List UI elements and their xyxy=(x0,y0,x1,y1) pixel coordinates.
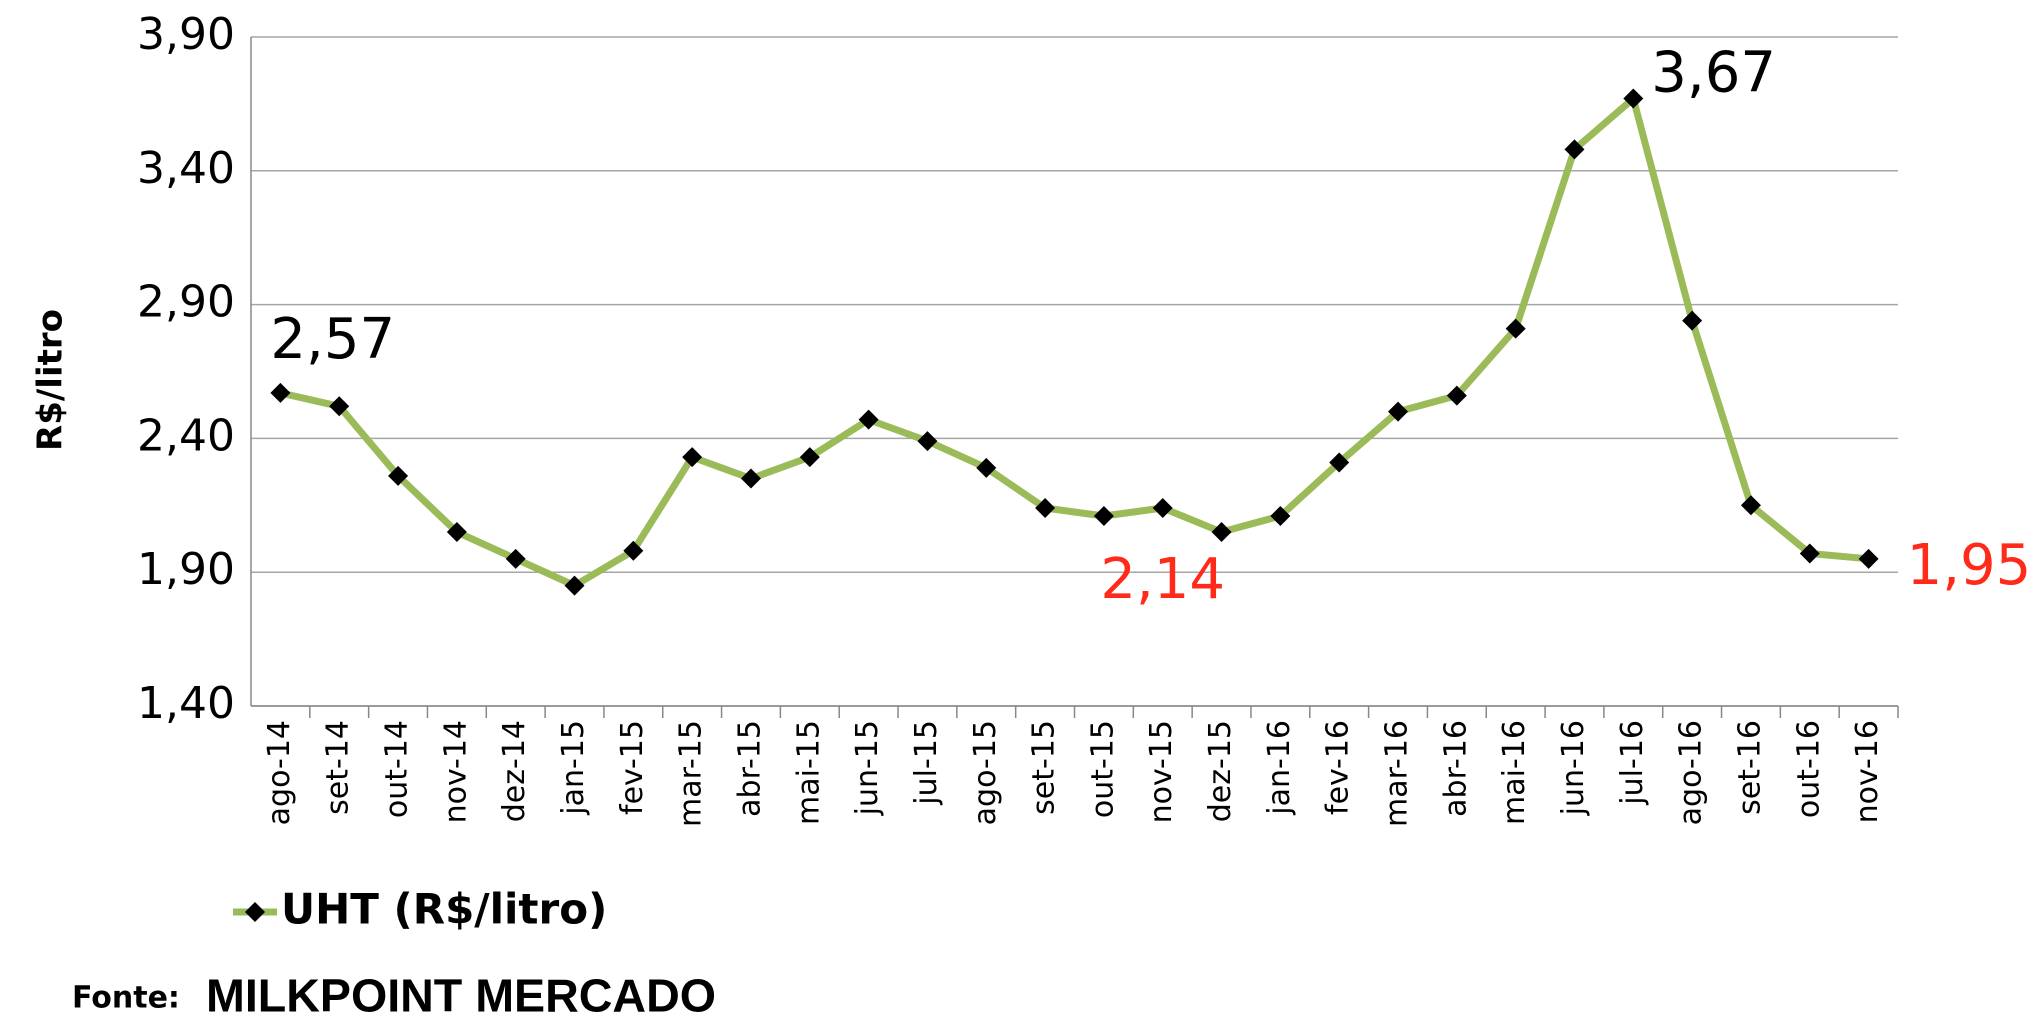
point-marker xyxy=(1505,318,1526,339)
annotation: 2,14 xyxy=(1100,547,1225,612)
series-line xyxy=(279,95,1869,590)
point-marker xyxy=(1564,139,1585,160)
x-tick-label: set-14 xyxy=(321,720,356,815)
annotation: 2,57 xyxy=(270,307,395,372)
x-tick-label: nov-14 xyxy=(438,720,473,823)
point-marker xyxy=(1270,506,1291,527)
x-tick-label: abr-16 xyxy=(1438,720,1473,817)
legend-marker xyxy=(245,902,265,922)
x-tick-label: jul-16 xyxy=(1615,720,1650,806)
point-marker xyxy=(270,382,291,403)
x-tick-label: out-15 xyxy=(1085,720,1120,818)
x-tick-label: ago-16 xyxy=(1674,720,1709,825)
x-tick-label: jan-16 xyxy=(1262,720,1297,816)
point-marker xyxy=(858,409,879,430)
x-tick-label: mai-15 xyxy=(791,720,826,825)
point-marker xyxy=(1682,310,1703,331)
point-marker xyxy=(1799,543,1820,564)
x-tick-label: fev-15 xyxy=(615,720,650,815)
x-tick-label: mai-16 xyxy=(1497,720,1532,825)
point-marker xyxy=(740,468,761,489)
y-tick-label: 3,40 xyxy=(137,143,235,194)
x-tick-label: jul-15 xyxy=(909,720,944,806)
point-marker xyxy=(1035,497,1056,518)
point-marker xyxy=(1740,495,1761,516)
x-tick-label: jan-15 xyxy=(556,720,591,816)
source-label: Fonte: xyxy=(72,981,180,1016)
point-marker xyxy=(1211,522,1232,543)
point-marker xyxy=(1093,506,1114,527)
x-tick-label: jun-15 xyxy=(850,720,885,816)
x-tick-label: jun-16 xyxy=(1556,720,1591,816)
x-tick-label: fev-16 xyxy=(1321,720,1356,815)
x-tick-label: nov-15 xyxy=(1144,720,1179,823)
x-tick-label: set-15 xyxy=(1027,720,1062,815)
point-marker xyxy=(505,548,526,569)
annotation: 3,67 xyxy=(1651,41,1776,106)
x-tick-label: out-14 xyxy=(380,720,415,818)
point-marker xyxy=(682,447,703,468)
y-tick-label: 2,40 xyxy=(137,410,235,461)
x-tick-label: out-16 xyxy=(1791,720,1826,818)
point-marker xyxy=(1388,401,1409,422)
y-tick-label: 2,90 xyxy=(137,277,235,328)
x-tick-label: dez-15 xyxy=(1203,720,1238,822)
point-marker xyxy=(976,457,997,478)
point-marker xyxy=(1446,385,1467,406)
x-tick-label: abr-15 xyxy=(732,720,767,817)
legend-label: UHT (R$/litro) xyxy=(281,885,607,934)
point-marker xyxy=(1329,452,1350,473)
x-tick-label: ago-15 xyxy=(968,720,1003,825)
y-axis-title: R$/litro xyxy=(31,309,71,451)
y-tick-label: 1,90 xyxy=(137,544,235,595)
x-tick-label: dez-14 xyxy=(497,720,532,822)
point-marker xyxy=(1858,548,1879,569)
point-marker xyxy=(388,465,409,486)
source-brand: MILKPOINT MERCADO xyxy=(206,971,716,1022)
point-marker xyxy=(1623,88,1644,109)
y-tick-label: 1,40 xyxy=(137,678,235,729)
point-marker xyxy=(564,575,585,596)
x-tick-label: mar-15 xyxy=(674,720,709,827)
y-tick-label: 3,90 xyxy=(137,9,235,60)
x-tick-label: mar-16 xyxy=(1380,720,1415,827)
point-marker xyxy=(917,431,938,452)
point-marker xyxy=(329,396,350,417)
point-marker xyxy=(799,447,820,468)
annotation: 1,95 xyxy=(1907,533,2032,598)
x-tick-label: set-16 xyxy=(1732,720,1767,815)
point-marker xyxy=(446,522,467,543)
x-tick-label: nov-16 xyxy=(1850,720,1885,823)
point-marker xyxy=(623,540,644,561)
point-marker xyxy=(1152,497,1173,518)
x-tick-label: ago-14 xyxy=(262,720,297,825)
